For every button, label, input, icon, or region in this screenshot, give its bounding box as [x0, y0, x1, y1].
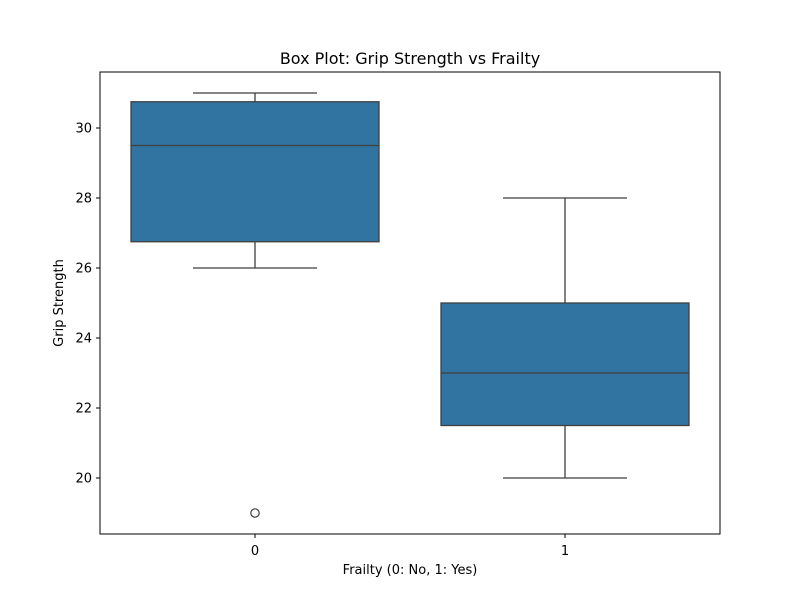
- y-tick-label: 24: [75, 332, 92, 347]
- y-tick-label: 26: [75, 262, 92, 277]
- chart-title: Box Plot: Grip Strength vs Frailty: [280, 49, 540, 68]
- x-tick-label: 1: [561, 544, 569, 559]
- iqr-box: [440, 302, 690, 427]
- box-group-0: [130, 92, 380, 518]
- y-axis-ticks: 20 22 24 26 28 30: [75, 122, 100, 487]
- outlier-point: [250, 508, 260, 518]
- iqr-box: [130, 101, 380, 243]
- axes-frame: [99, 71, 721, 535]
- x-tick-label: 0: [251, 544, 259, 559]
- y-tick-label: 28: [75, 192, 92, 207]
- x-axis-label: Frailty (0: No, 1: Yes): [343, 563, 478, 578]
- box-group-1: [440, 197, 690, 479]
- plot-area: [130, 92, 690, 518]
- y-tick-label: 22: [75, 402, 92, 417]
- y-tick-label: 30: [75, 122, 92, 137]
- y-tick-label: 20: [75, 472, 92, 487]
- y-axis-label: Grip Strength: [52, 259, 67, 347]
